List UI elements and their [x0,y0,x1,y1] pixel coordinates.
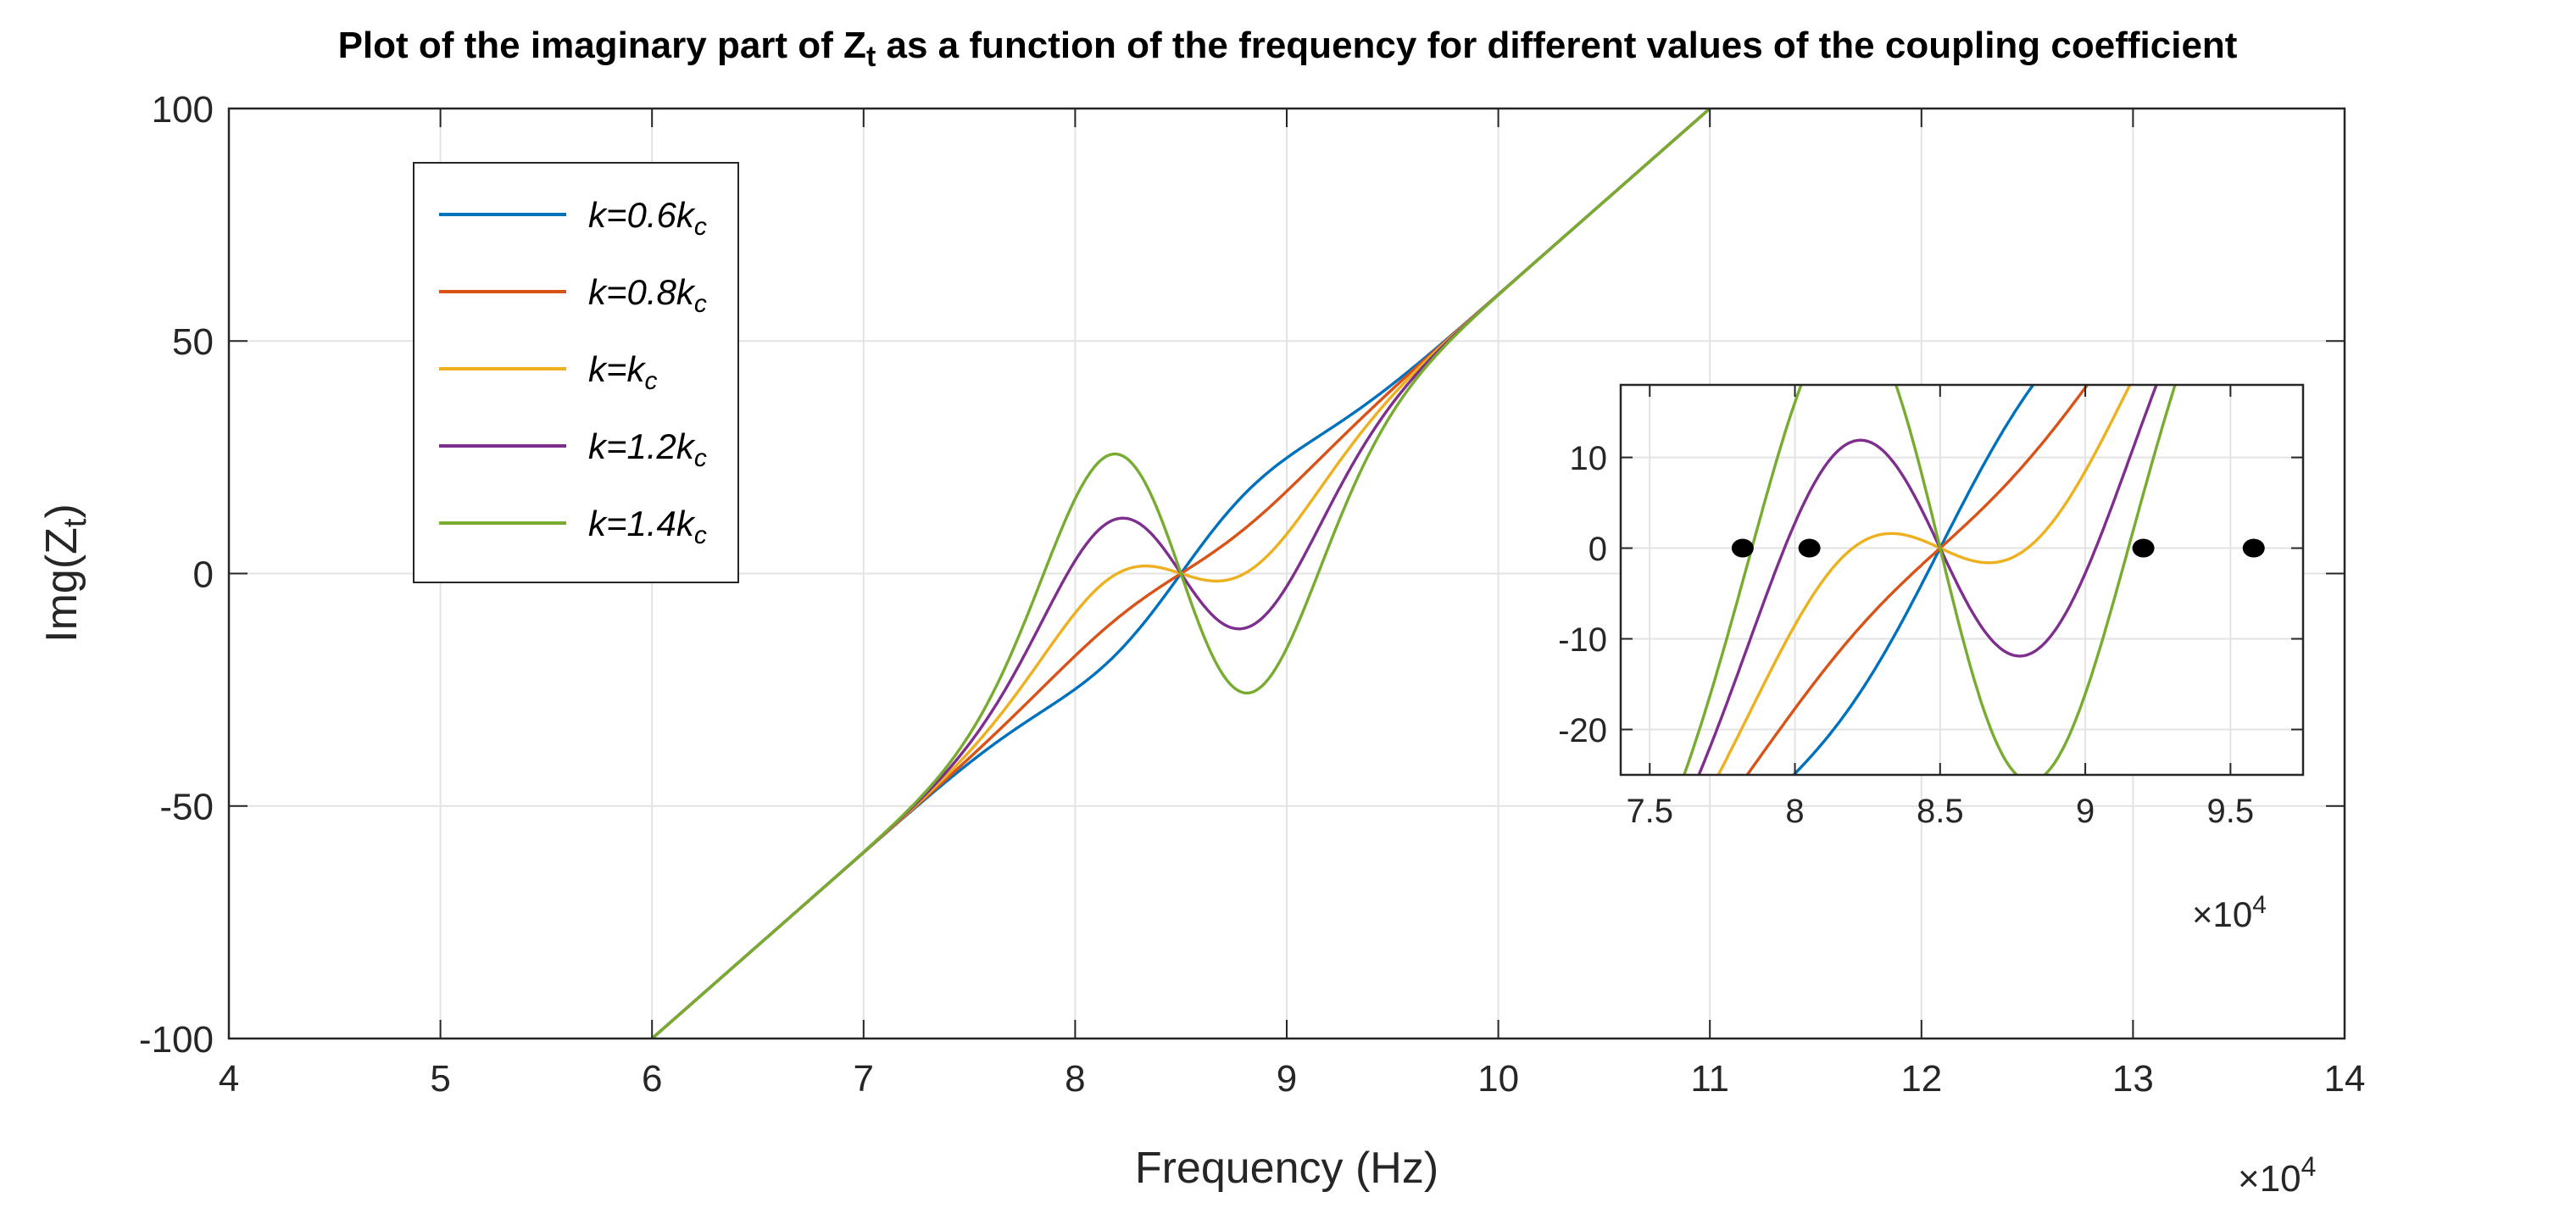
inset-x-axis-multiplier-base: 10 [2213,894,2253,934]
y-tick-label: -20 [1558,712,1607,749]
x-tick-label: 10 [1477,1058,1519,1100]
chart-title: Plot of the imaginary part of Zt as a fu… [338,25,2238,73]
x-tick-label: 11 [1690,1058,1729,1100]
x-tick-label: 9 [2076,793,2095,830]
legend-label-3: k=kc [588,349,658,395]
legend-label-k: k [676,504,696,543]
legend-label-prefix: k= [588,426,627,466]
legend-label-subscript: c [645,367,658,395]
x-tick-label: 13 [2112,1058,2154,1100]
legend-label-coef: 0.8 [627,272,677,312]
legend-label-coef: 1.4 [627,504,676,543]
legend-label-subscript: c [694,290,707,318]
y-axis-label-subscript: t [58,518,93,527]
legend-box [413,162,739,583]
legend-label-k: k [676,195,696,235]
legend-label-subscript: c [694,521,707,549]
zero-crossing-marker [1731,538,1754,558]
series-line-5 [651,109,1712,1039]
x-tick-label: 7.5 [1626,793,1673,830]
x-tick-label: 9 [1277,1058,1297,1100]
x-tick-label: 8 [1065,1058,1085,1100]
y-tick-label: 0 [193,554,214,595]
x-tick-label: 8.5 [1917,793,1964,830]
x-tick-label: 7 [854,1058,874,1100]
y-axis-label-suffix: ) [37,504,86,518]
y-tick-label: 50 [172,321,214,363]
inset-x-axis-multiplier: ×104 [2192,891,2267,935]
legend-label-2: k=0.8kc [588,272,707,318]
inset-plot-border [1619,383,2305,777]
inset-series-line-3 [1716,385,2132,775]
y-tick-label: -10 [1558,621,1607,659]
zero-crossing-marker [2132,538,2155,558]
x-tick-label: 8 [1785,793,1804,830]
x-axis-multiplier-exponent: 4 [2301,1151,2317,1182]
inset-series-line-1 [1791,385,2035,775]
x-axis-multiplier-times: × [2238,1158,2260,1200]
y-tick-label: -50 [159,787,214,828]
x-axis-label: Frequency (Hz) [1135,1144,1438,1193]
inset-series-group [1683,385,2177,775]
legend-label-4: k=1.2kc [588,426,707,472]
x-axis-multiplier-base: 10 [2260,1158,2301,1200]
legend-label-prefix: k= [588,504,627,543]
legend-label-subscript: c [694,444,707,472]
zero-crossing-marker [1798,538,1821,558]
x-tick-label: 5 [430,1058,450,1100]
zero-crossing-marker [2242,538,2265,558]
inset-plot-area [1621,385,2303,775]
legend-label-k: k [627,349,647,389]
inset-series-line-5 [1683,385,2177,775]
inset-markers [1731,538,2265,558]
x-tick-label: 4 [219,1058,239,1100]
y-tick-label: 10 [1570,440,1608,477]
legend-label-prefix: k= [588,349,627,389]
legend-label-5: k=1.4kc [588,504,707,549]
inset-x-axis-multiplier-times: × [2192,894,2213,934]
inset-ticks: 7.5 8 8.5 9 9.5 -20 -10 0 10 [1558,385,2303,830]
y-axis-label: Img(Zt) [37,504,93,643]
chart-title-subscript: t [866,41,876,73]
legend-label-coef: 1.2 [627,426,676,466]
chart-title-prefix: Plot of the imaginary part of Z [338,25,866,66]
x-axis-multiplier: ×104 [2238,1151,2316,1200]
x-tick-label: 6 [642,1058,662,1100]
y-tick-label: -100 [139,1019,214,1061]
inset-series-line-4 [1697,385,2158,775]
y-axis-label-prefix: Img(Z [37,527,86,643]
y-tick-label: 0 [1588,531,1607,568]
legend-label-k: k [676,426,696,466]
legend-label-prefix: k= [588,195,627,235]
inset-x-axis-multiplier-exponent: 4 [2252,891,2267,919]
y-tick-label: 100 [152,89,214,131]
x-tick-label: 14 [2324,1058,2366,1100]
legend-label-prefix: k= [588,272,627,312]
x-tick-label: 9.5 [2207,793,2255,830]
chart-title-suffix: as a function of the frequency for diffe… [876,25,2238,66]
legend-label-coef: 0.6 [627,195,677,235]
x-tick-label: 12 [1900,1058,1942,1100]
legend-label-k: k [676,272,696,312]
inset-series-line-2 [1745,385,2089,775]
main-series-group [651,109,1712,1039]
legend-label-1: k=0.6kc [588,195,707,241]
legend-label-subscript: c [694,213,707,241]
